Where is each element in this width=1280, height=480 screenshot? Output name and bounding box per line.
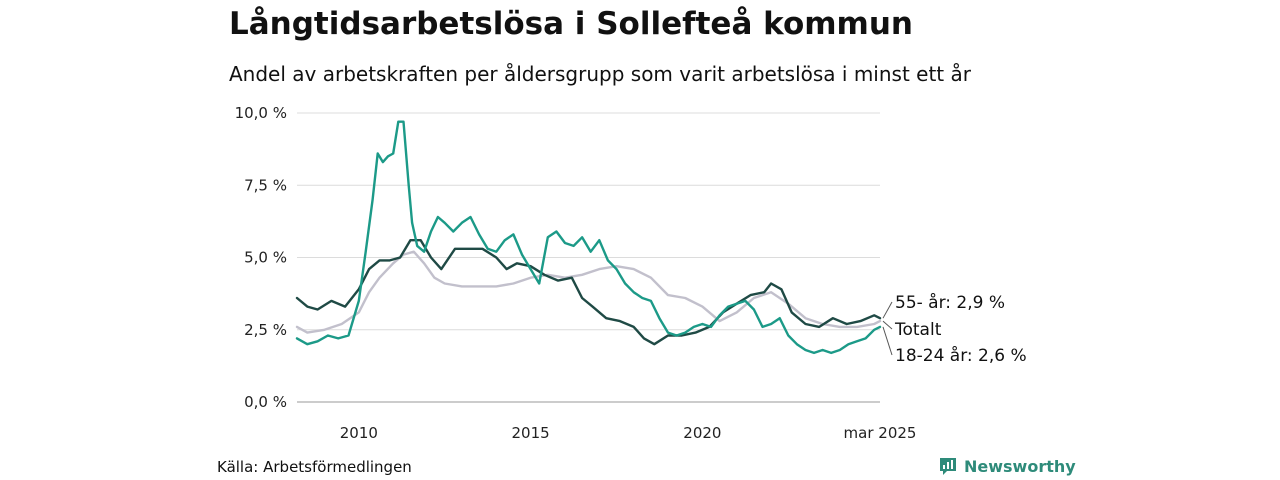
- series-line-totalt: [295, 250, 882, 334]
- x-tick-label: mar 2025: [844, 424, 917, 442]
- end-labels: 55- år: 2,9 % Totalt 18-24 år: 2,6 %: [882, 292, 1027, 366]
- newsworthy-logo-icon: [940, 458, 956, 475]
- newsworthy-brand[interactable]: Newsworthy: [938, 456, 1076, 476]
- source-note: Källa: Arbetsförmedlingen: [217, 458, 412, 476]
- end-label: 18-24 år: 2,6 %: [895, 345, 1027, 366]
- end-label-connector: [882, 320, 893, 330]
- y-tick-label: 0,0 %: [244, 393, 287, 411]
- end-label: 55- år: 2,9 %: [895, 292, 1005, 313]
- x-tick-label: 2020: [683, 424, 721, 442]
- y-axis: 0,0 % 2,5 % 5,0 % 7,5 % 10,0 %: [235, 104, 287, 411]
- grid-lines: [297, 112, 880, 403]
- y-tick-label: 5,0 %: [244, 249, 287, 267]
- y-tick-label: 2,5 %: [244, 321, 287, 339]
- series-line-55-r: [295, 239, 882, 346]
- end-label-connector: [882, 301, 893, 319]
- y-tick-label: 10,0 %: [235, 104, 287, 122]
- chart-subtitle: Andel av arbetskraften per åldersgrupp s…: [229, 62, 971, 86]
- chart-title: Långtidsarbetslösa i Sollefteå kommun: [229, 6, 913, 42]
- x-tick-label: 2010: [340, 424, 378, 442]
- y-tick-label: 7,5 %: [244, 176, 287, 194]
- x-tick-label: 2015: [512, 424, 550, 442]
- end-label-connector: [882, 326, 893, 356]
- series-lines: [295, 120, 882, 355]
- x-axis: 2010 2015 2020 mar 2025: [340, 424, 917, 442]
- brand-name: Newsworthy: [964, 456, 1076, 476]
- series-line-18-24-r: [295, 120, 882, 355]
- end-label: Totalt: [894, 320, 942, 340]
